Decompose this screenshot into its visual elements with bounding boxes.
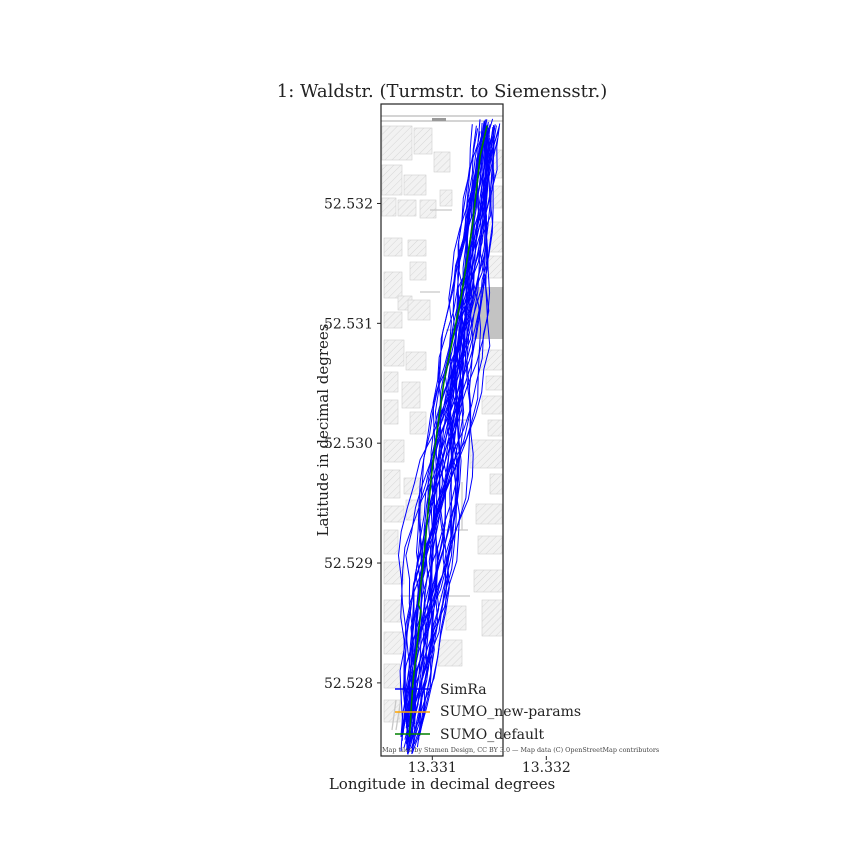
plot-frame <box>380 103 504 757</box>
simra-trace <box>406 123 486 748</box>
simra-trace <box>408 127 490 749</box>
y-tick-label: 52.528 <box>324 676 373 692</box>
y-axis-label: Latitude in decimal degrees <box>314 323 332 536</box>
chart-title: 1: Waldstr. (Turmstr. to Siemensstr.) <box>277 81 608 102</box>
map-attribution: Map tiles by Stamen Design, CC BY 3.0 — … <box>382 746 659 754</box>
simra-trace <box>405 125 497 725</box>
simra-trace <box>400 128 479 734</box>
legend-label-simra: SimRa <box>440 682 487 698</box>
sumo-default-trace <box>408 125 488 737</box>
simra-trace <box>399 135 486 741</box>
y-tick-label: 52.530 <box>324 436 373 452</box>
x-axis-label: Longitude in decimal degrees <box>329 775 555 793</box>
legend: SimRa SUMO_new-params SUMO_default <box>395 682 581 743</box>
legend-label-sumo-default: SUMO_default <box>440 727 544 743</box>
simra-trace <box>401 124 491 737</box>
axes-layer: 52.528 52.529 52.530 52.531 52.532 13.331 13.3… <box>324 196 571 776</box>
simra-trace <box>418 137 491 740</box>
x-tick-label: 13.332 <box>522 760 571 776</box>
x-tick-label: 13.331 <box>408 760 457 776</box>
y-tick-label: 52.529 <box>324 556 373 572</box>
legend-label-sumo-new: SUMO_new-params <box>440 704 581 720</box>
simra-trace <box>405 122 487 745</box>
simra-trace <box>406 138 499 725</box>
simra-trace <box>412 127 496 751</box>
y-tick-label: 52.531 <box>324 316 373 332</box>
building-footprints <box>381 125 453 723</box>
simra-trace <box>406 138 492 730</box>
trace-layer <box>397 118 501 755</box>
y-tick-label: 52.532 <box>324 196 373 212</box>
